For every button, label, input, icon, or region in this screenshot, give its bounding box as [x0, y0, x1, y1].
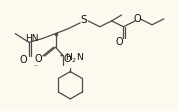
- Text: O: O: [64, 54, 71, 64]
- Text: $^+$H$_2$N: $^+$H$_2$N: [57, 52, 84, 65]
- Text: ⁻: ⁻: [34, 63, 38, 72]
- Text: O: O: [116, 37, 123, 47]
- Text: S: S: [81, 15, 87, 25]
- Text: HN: HN: [25, 34, 39, 43]
- Text: O: O: [35, 54, 43, 64]
- Text: O: O: [19, 55, 27, 65]
- Text: O: O: [133, 14, 141, 24]
